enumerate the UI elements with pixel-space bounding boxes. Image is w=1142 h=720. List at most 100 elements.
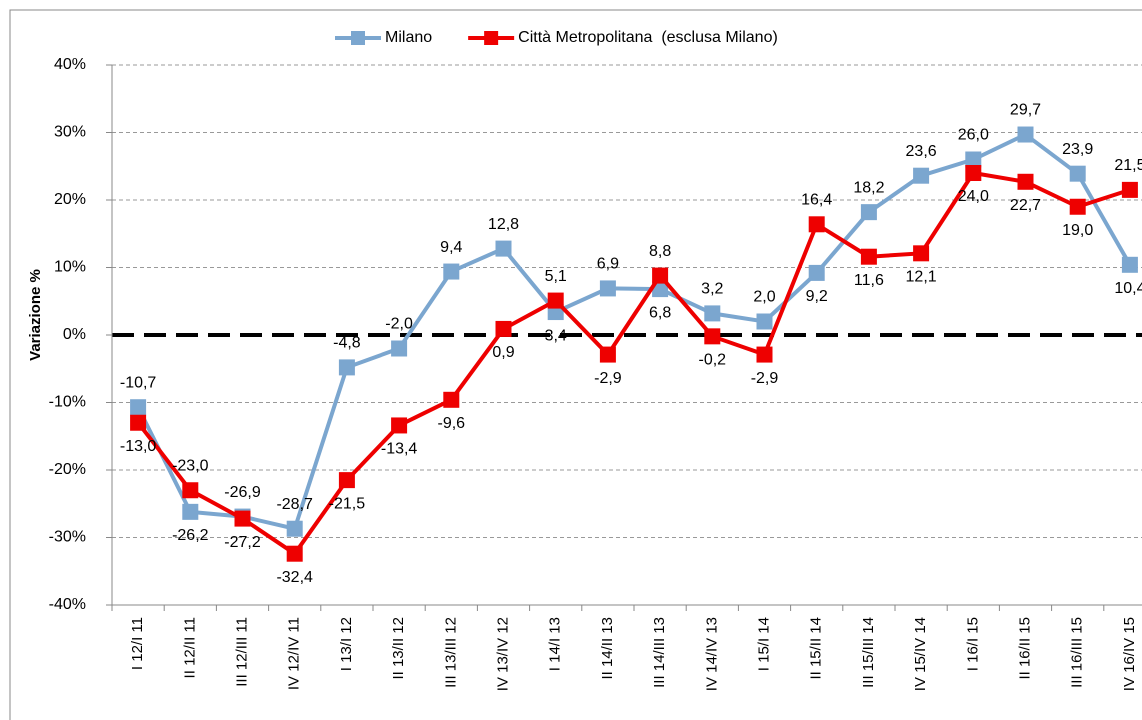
x-tick-label: III 14/III 13 — [651, 617, 668, 688]
x-tick-label: IV 12/IV 11 — [286, 617, 303, 690]
series-marker — [443, 391, 460, 408]
data-label: 12,8 — [488, 216, 519, 233]
data-label: -4,8 — [333, 335, 361, 352]
data-label: 29,7 — [1010, 102, 1041, 119]
legend-label: Città Metropolitana (esclusa Milano) — [518, 29, 778, 46]
series-marker — [547, 292, 564, 309]
series-marker — [808, 216, 825, 233]
y-tick-label: 20% — [54, 191, 86, 208]
data-label: -0,2 — [699, 352, 727, 369]
data-label: -2,9 — [751, 370, 779, 387]
data-label: 11,6 — [854, 272, 884, 289]
data-label: 8,8 — [649, 243, 671, 260]
data-label: 6,9 — [597, 256, 619, 273]
series-marker — [756, 346, 773, 363]
series-marker — [391, 417, 408, 434]
series-marker — [704, 305, 721, 322]
series-marker — [1069, 198, 1086, 215]
x-tick-label: II 12/II 11 — [181, 617, 198, 678]
series-marker — [338, 359, 355, 376]
x-tick-label: IV 15/IV 14 — [912, 617, 929, 691]
data-label: -9,6 — [438, 415, 466, 432]
x-tick-label: IV 13/IV 12 — [494, 617, 511, 691]
data-label: 16,4 — [801, 192, 832, 209]
series-marker — [286, 520, 303, 537]
x-tick-label: II 13/II 12 — [390, 617, 407, 680]
data-label: 9,4 — [440, 239, 462, 256]
y-tick-label: 0% — [63, 326, 86, 343]
data-label: 0,9 — [492, 344, 514, 361]
y-tick-label: -20% — [49, 461, 86, 478]
x-tick-label: I 12/I 11 — [129, 617, 146, 670]
series-marker — [599, 280, 616, 297]
data-label: -23,0 — [172, 457, 209, 474]
x-tick-label: I 13/I 12 — [338, 617, 355, 671]
data-label: 3,2 — [701, 281, 723, 298]
y-tick-label: -10% — [49, 394, 86, 411]
series-marker — [913, 245, 930, 262]
legend-label: Milano — [385, 29, 432, 46]
chart-frame — [9, 9, 1142, 720]
data-label: 6,8 — [649, 304, 671, 321]
data-label: -13,4 — [381, 441, 418, 458]
data-label: 24,0 — [958, 188, 989, 205]
data-label: 10,4 — [1114, 280, 1142, 297]
data-label: 5,1 — [545, 268, 567, 285]
data-label: -10,7 — [120, 374, 157, 391]
series-marker — [1121, 256, 1138, 273]
series-marker — [1017, 173, 1034, 190]
series-marker — [391, 340, 408, 357]
x-tick-label: IV 16/IV 15 — [1121, 617, 1138, 691]
series-marker — [443, 263, 460, 280]
x-tick-label: III 16/III 15 — [1069, 617, 1086, 688]
x-tick-label: II 14/II 13 — [599, 617, 616, 680]
series-marker — [1121, 181, 1138, 198]
series-marker — [286, 545, 303, 562]
x-tick-label: I 16/I 15 — [964, 617, 981, 671]
legend-marker — [351, 31, 365, 45]
series-marker — [130, 414, 147, 431]
series-marker — [965, 165, 982, 181]
data-label: 3,4 — [545, 327, 567, 344]
data-label: -27,2 — [224, 534, 261, 551]
series-marker — [130, 399, 147, 416]
y-tick-label: -30% — [49, 529, 86, 546]
x-tick-label: I 14/I 13 — [547, 617, 564, 671]
series-marker — [495, 240, 512, 257]
data-label: 23,9 — [1062, 141, 1093, 158]
series-marker — [756, 313, 773, 330]
data-label: 21,5 — [1114, 157, 1142, 174]
series-marker — [1017, 126, 1034, 143]
series-line — [136, 132, 1132, 532]
data-label: -26,2 — [172, 527, 209, 544]
series-marker — [704, 328, 721, 345]
data-label: 26,0 — [958, 127, 989, 144]
data-label: 22,7 — [1010, 197, 1041, 214]
y-tick-label: 40% — [54, 56, 86, 73]
x-tick-label: I 15/I 14 — [755, 617, 772, 671]
data-label: -28,7 — [276, 496, 313, 513]
x-tick-label: III 12/III 11 — [233, 617, 250, 687]
data-label: 9,2 — [806, 288, 828, 305]
series-marker — [860, 248, 877, 265]
data-label: 19,0 — [1062, 222, 1093, 239]
series-marker — [1069, 165, 1086, 182]
x-tick-label: II 15/II 14 — [808, 617, 825, 680]
x-tick-label: IV 14/IV 13 — [703, 617, 720, 691]
series-marker — [182, 503, 199, 520]
data-label: -13,0 — [120, 438, 157, 455]
x-tick-label: III 13/III 12 — [442, 617, 459, 688]
series-marker — [599, 346, 616, 363]
series-marker — [860, 204, 877, 221]
series-marker — [965, 151, 982, 168]
series-marker — [808, 264, 825, 281]
data-label: 2,0 — [753, 289, 775, 306]
series-marker — [495, 320, 512, 337]
series-marker — [338, 472, 355, 489]
y-tick-label: -40% — [49, 596, 86, 613]
data-label: 18,2 — [853, 179, 884, 196]
x-tick-label: III 15/III 14 — [860, 617, 877, 688]
data-label: 12,1 — [906, 269, 937, 286]
data-label: -32,4 — [276, 569, 313, 586]
